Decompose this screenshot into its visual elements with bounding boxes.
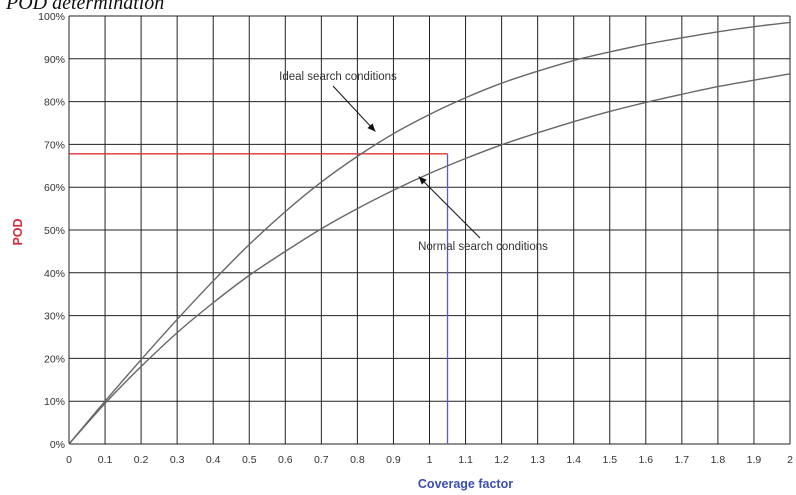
y-tick-label: 60% xyxy=(44,182,65,194)
x-tick-label: 1.6 xyxy=(638,454,653,466)
reference-lines xyxy=(69,153,449,444)
y-tick-label: 20% xyxy=(44,353,65,365)
x-tick-label: 1.1 xyxy=(458,454,473,466)
x-tick-label: 0.4 xyxy=(206,454,221,466)
ideal-search-curve xyxy=(68,21,791,445)
normal-search-curve xyxy=(68,73,791,445)
x-tick-label: 0.5 xyxy=(242,454,257,466)
x-tick-label: 0.3 xyxy=(170,454,185,466)
x-tick-label: 1.8 xyxy=(711,454,726,466)
grid xyxy=(68,15,791,445)
y-axis-label: POD xyxy=(11,218,25,245)
x-tick-label: 1.2 xyxy=(494,454,509,466)
x-tick-label: 1.3 xyxy=(530,454,545,466)
annotation-arrow xyxy=(418,176,481,239)
x-tick-label: 1 xyxy=(427,454,433,466)
x-tick-label: 0.2 xyxy=(134,454,149,466)
x-tick-label: 0.7 xyxy=(314,454,329,466)
x-tick-label: 1.4 xyxy=(566,454,581,466)
x-tick-label: 1.5 xyxy=(602,454,617,466)
x-tick-label: 0.8 xyxy=(350,454,365,466)
y-tick-label: 70% xyxy=(44,139,65,151)
annotations: Ideal search conditions Normal search con… xyxy=(279,71,548,253)
annotation-arrow xyxy=(332,85,376,132)
y-tick-label: 0% xyxy=(50,439,65,451)
x-tick-label: 0.9 xyxy=(386,454,401,466)
x-tick-label: 0.6 xyxy=(278,454,293,466)
y-tick-label: 50% xyxy=(44,225,65,237)
x-tick-label: 0 xyxy=(66,454,72,466)
y-tick-label: 80% xyxy=(44,97,65,109)
annotation-label: Ideal search conditions xyxy=(279,71,397,83)
x-tick-label: 2 xyxy=(787,454,793,466)
annotation-arrowhead xyxy=(418,176,427,185)
annotation-label: Normal search conditions xyxy=(418,241,548,253)
annotation-arrowhead xyxy=(367,123,376,132)
chart-heading: . POD determination xyxy=(0,0,164,14)
y-tick-label: 40% xyxy=(44,268,65,280)
x-tick-label: 1.7 xyxy=(675,454,690,466)
x-tick-label: 1.9 xyxy=(747,454,762,466)
x-tick-label: 0.1 xyxy=(98,454,113,466)
y-tick-label: 90% xyxy=(44,54,65,66)
y-tick-label: 30% xyxy=(44,311,65,323)
y-tick-label: 100% xyxy=(38,11,65,23)
series xyxy=(68,21,791,445)
x-axis-label: Coverage factor xyxy=(418,477,513,491)
tick-labels: 0 0.1 0.2 0.3 0.4 0.5 0.6 0.7 0.8 0.9 1 1.1 1.2 1.3 1.… xyxy=(38,11,793,466)
y-tick-label: 10% xyxy=(44,396,65,408)
